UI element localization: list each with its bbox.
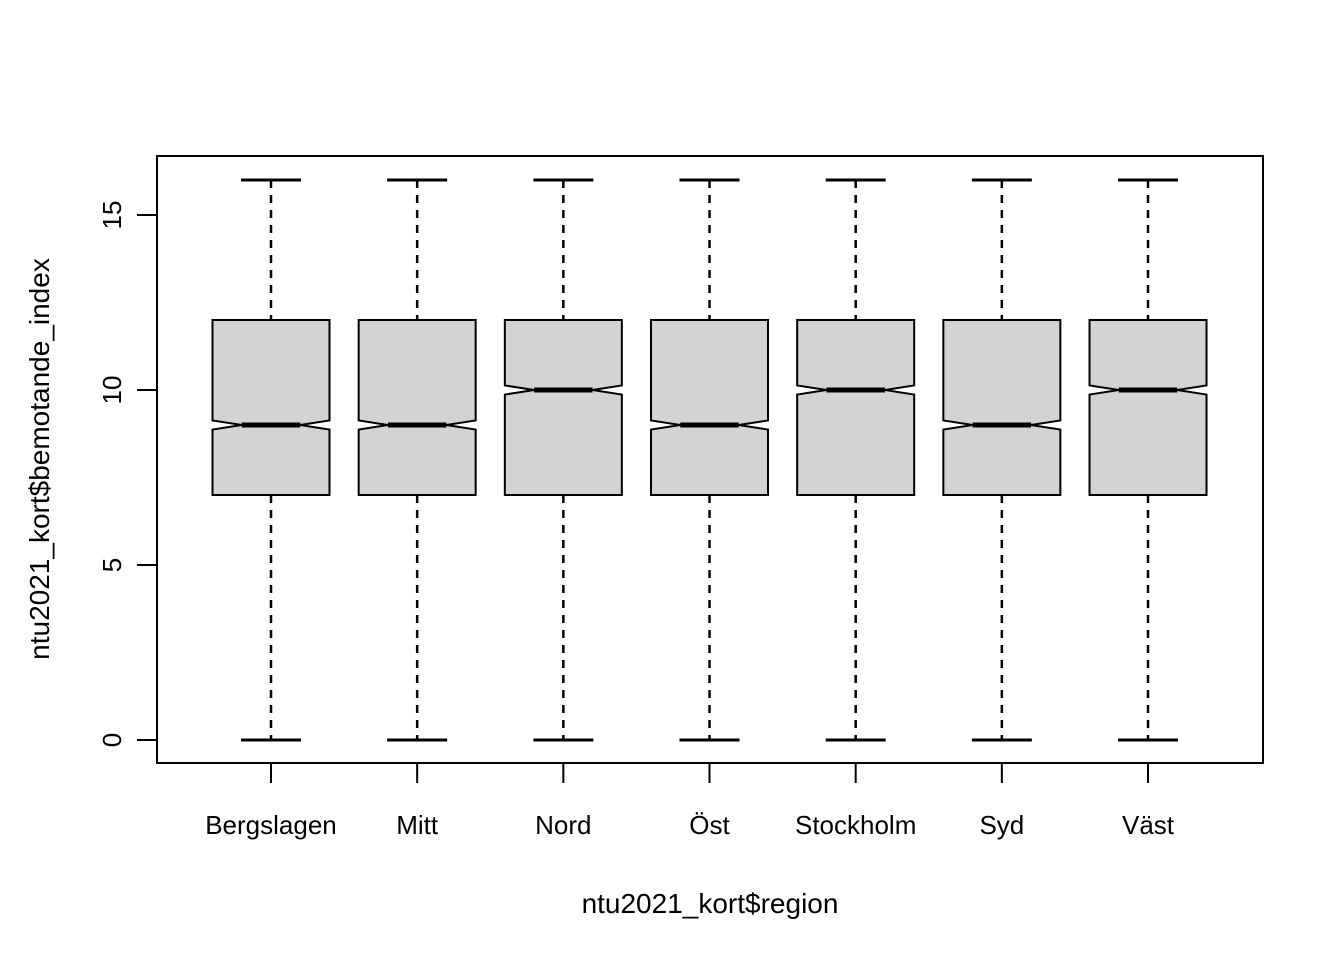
x-tick-label: Bergslagen [205, 810, 337, 840]
y-tick-label: 0 [97, 733, 127, 747]
x-tick-label: Nord [535, 810, 591, 840]
y-tick-label: 15 [97, 201, 127, 230]
box [211, 319, 331, 496]
box [1088, 319, 1208, 496]
x-tick-label: Syd [979, 810, 1024, 840]
x-tick-label: Väst [1122, 810, 1175, 840]
y-axis-title-text: ntu2021_kort$bemotande_index [24, 258, 55, 660]
box [650, 319, 770, 496]
x-axis-title: ntu2021_kort$region [581, 888, 839, 919]
x-tick-label: Öst [689, 810, 730, 840]
box [503, 319, 623, 496]
y-tick-label: 10 [97, 376, 127, 405]
x-tick-label: Stockholm [795, 810, 916, 840]
box [357, 319, 477, 496]
box [942, 319, 1062, 496]
y-tick-label: 5 [97, 558, 127, 572]
box [796, 319, 916, 496]
x-tick-label: Mitt [396, 810, 439, 840]
